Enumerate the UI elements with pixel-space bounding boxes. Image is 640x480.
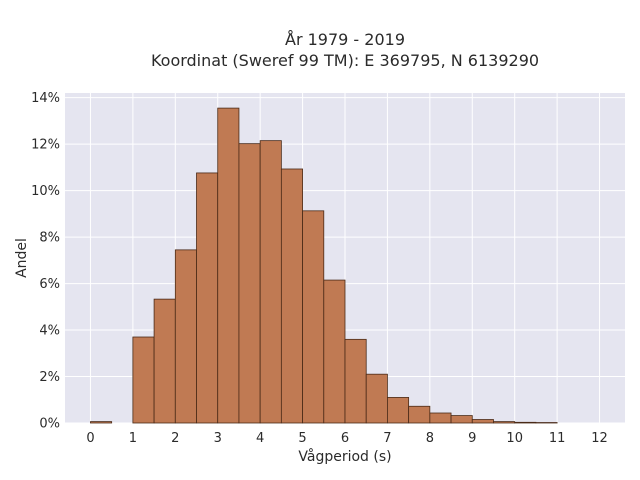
histogram-bar [280,168,303,424]
histogram-bar [514,421,537,424]
histogram-bar [365,373,388,424]
histogram-bar [90,421,113,424]
x-tick-label: 9 [468,431,476,446]
x-tick-label: 10 [506,431,523,446]
x-tick-label: 12 [591,431,608,446]
y-tick-label: 12% [31,138,60,153]
x-axis-ticks: 0 1 2 3 4 5 6 7 8 9 10 11 12 [86,431,608,446]
histogram-bar [323,279,346,424]
histogram-bar [450,415,473,424]
histogram-bar [174,249,197,424]
histogram-bar [471,419,494,424]
x-tick-label: 7 [383,431,391,446]
histogram-bar [153,298,176,424]
x-tick-label: 8 [426,431,434,446]
chart-title-line1: År 1979 - 2019 [285,30,405,49]
y-axis-ticks: 0% 2% 4% 6% 8% 10% 12% 14% [31,91,60,431]
y-tick-label: 8% [39,231,60,246]
histogram-bar [302,210,325,424]
histogram-bar [238,143,261,424]
x-tick-label: 0 [86,431,94,446]
histogram-bar [344,338,367,424]
x-tick-label: 3 [214,431,222,446]
y-tick-label: 2% [39,370,60,385]
x-tick-label: 1 [129,431,137,446]
y-tick-label: 6% [39,277,60,292]
histogram-bar [259,140,282,424]
bars [90,107,558,424]
x-tick-label: 11 [549,431,566,446]
x-axis-label: Vågperiod (s) [298,448,391,465]
x-tick-label: 6 [341,431,349,446]
histogram-bar [429,412,452,424]
x-tick-label: 5 [298,431,306,446]
y-tick-label: 4% [39,324,60,339]
x-tick-label: 4 [256,431,264,446]
histogram-bar [217,107,240,424]
chart-title-line2: Koordinat (Sweref 99 TM): E 369795, N 61… [151,51,539,70]
x-tick-label: 2 [171,431,179,446]
histogram-bar [132,336,155,424]
y-axis-label: Andel [14,238,30,278]
y-tick-label: 10% [31,184,60,199]
histogram-bar [196,172,219,424]
histogram-bar [387,397,410,424]
y-tick-label: 14% [31,91,60,106]
histogram-bar [408,405,431,424]
y-tick-label: 0% [39,417,60,432]
histogram-bar [493,421,516,424]
